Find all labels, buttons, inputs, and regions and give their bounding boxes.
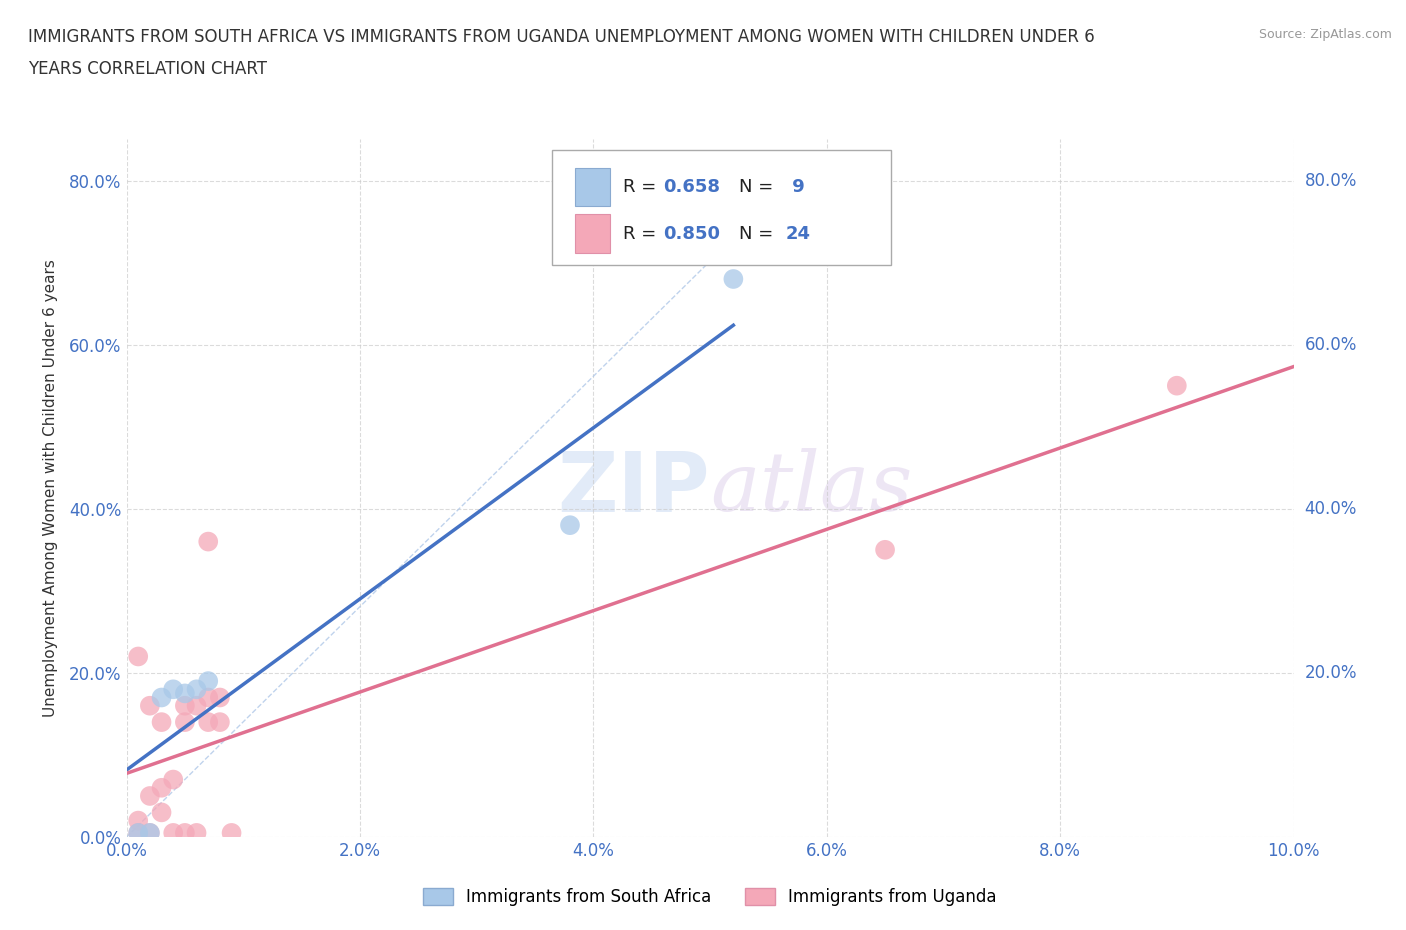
Text: YEARS CORRELATION CHART: YEARS CORRELATION CHART (28, 60, 267, 78)
Text: Source: ZipAtlas.com: Source: ZipAtlas.com (1258, 28, 1392, 41)
Y-axis label: Unemployment Among Women with Children Under 6 years: Unemployment Among Women with Children U… (44, 259, 58, 717)
Point (162, 772, 184, 787)
Point (150, 805, 173, 820)
Point (162, 826, 184, 841)
Point (197, 534, 219, 549)
Point (197, 673, 219, 688)
FancyBboxPatch shape (575, 167, 610, 206)
Legend: Immigrants from South Africa, Immigrants from Uganda: Immigrants from South Africa, Immigrants… (416, 881, 1004, 912)
Point (139, 789, 162, 804)
Text: 9: 9 (786, 178, 804, 196)
Point (150, 714, 173, 729)
Point (139, 826, 162, 841)
Point (139, 826, 162, 841)
Point (174, 686, 197, 701)
Text: 60.0%: 60.0% (1305, 336, 1357, 353)
Point (150, 690, 173, 705)
Point (127, 826, 149, 841)
Text: atlas: atlas (710, 448, 912, 528)
Text: 80.0%: 80.0% (1305, 171, 1357, 190)
Text: ZIP: ZIP (558, 447, 710, 529)
Text: 0.850: 0.850 (664, 225, 720, 243)
Point (875, 542, 897, 557)
Point (208, 690, 231, 705)
Text: 40.0%: 40.0% (1305, 499, 1357, 518)
Text: 24: 24 (786, 225, 811, 243)
Point (186, 826, 208, 841)
Point (208, 714, 231, 729)
Text: IMMIGRANTS FROM SOUTH AFRICA VS IMMIGRANTS FROM UGANDA UNEMPLOYMENT AMONG WOMEN : IMMIGRANTS FROM SOUTH AFRICA VS IMMIGRAN… (28, 28, 1095, 46)
Point (558, 518, 581, 533)
Point (197, 690, 219, 705)
Point (186, 682, 208, 697)
Text: 0.658: 0.658 (664, 178, 720, 196)
Text: R =: R = (623, 178, 661, 196)
Point (174, 826, 197, 841)
Text: N =: N = (740, 178, 779, 196)
Point (221, 826, 243, 841)
FancyBboxPatch shape (575, 215, 610, 253)
Text: R =: R = (623, 225, 661, 243)
Point (127, 813, 149, 828)
Text: N =: N = (740, 225, 779, 243)
FancyBboxPatch shape (553, 150, 891, 265)
Point (197, 714, 219, 729)
Point (150, 780, 173, 795)
Point (186, 698, 208, 713)
Point (1166, 379, 1188, 393)
Point (127, 649, 149, 664)
Text: 20.0%: 20.0% (1305, 664, 1357, 682)
Point (174, 714, 197, 729)
Point (162, 682, 184, 697)
Point (723, 272, 745, 286)
Point (139, 698, 162, 713)
Point (127, 826, 149, 841)
Point (174, 698, 197, 713)
